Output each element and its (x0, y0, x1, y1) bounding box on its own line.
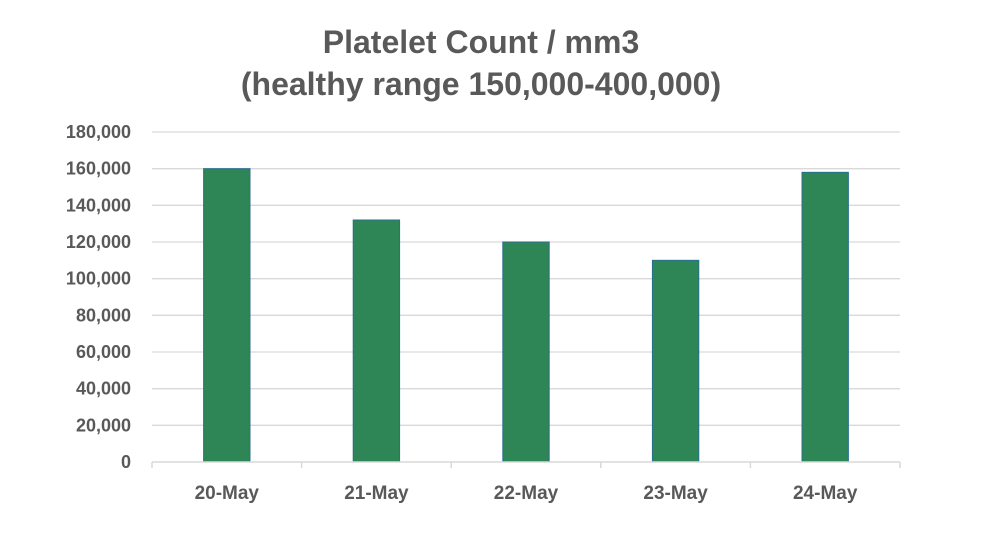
y-tick-label: 120,000 (66, 232, 131, 252)
x-tick-label: 20-May (195, 483, 260, 504)
chart-title: Platelet Count / mm3 (323, 24, 640, 60)
x-axis-tick-labels: 20-May 21-May 22-May 23-May 24-May (195, 483, 858, 504)
y-tick-label: 60,000 (76, 342, 131, 362)
x-tick-label: 22-May (494, 483, 559, 504)
bars (203, 168, 849, 463)
y-axis-tick-labels: 0 20,000 40,000 60,000 80,000 100,000 120,000 1… (66, 122, 131, 472)
y-tick-label: 0 (121, 452, 131, 472)
x-axis (151, 461, 901, 468)
y-tick-label: 100,000 (66, 269, 131, 289)
y-tick-label: 140,000 (66, 195, 131, 215)
y-tick-label: 80,000 (76, 305, 131, 325)
bar-22-may (502, 241, 550, 463)
bar-23-may (651, 259, 700, 463)
x-tick-label: 21-May (344, 483, 409, 504)
x-tick-label: 24-May (793, 483, 858, 504)
y-tick-label: 160,000 (66, 159, 131, 179)
y-tick-label: 180,000 (66, 122, 131, 142)
chart-subtitle: (healthy range 150,000-400,000) (241, 66, 721, 102)
bar-20-may (203, 168, 251, 463)
bar-21-may (352, 219, 401, 463)
bar-24-may (801, 171, 849, 463)
x-tick-label: 23-May (643, 483, 708, 504)
y-tick-label: 20,000 (76, 415, 131, 435)
y-tick-label: 40,000 (76, 379, 131, 399)
